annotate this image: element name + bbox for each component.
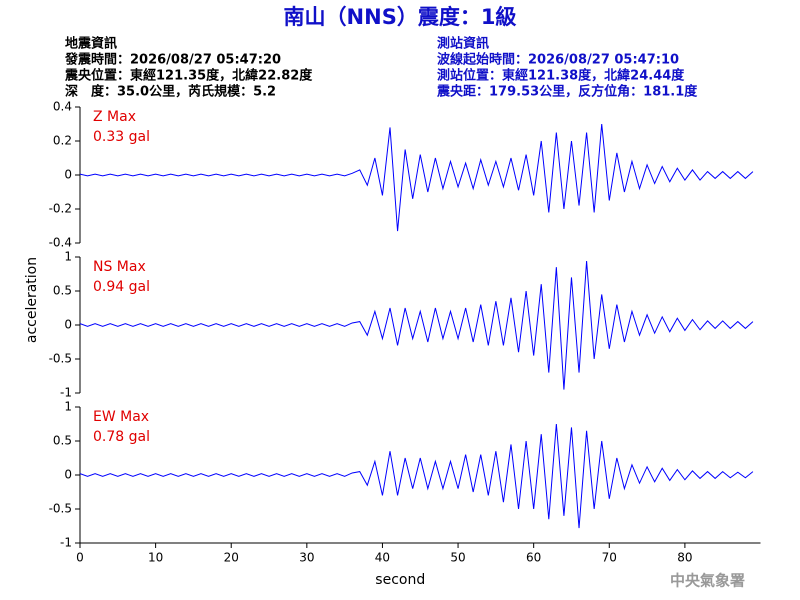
y-tick-label: 1 [64,250,72,264]
x-tick-label: 80 [677,551,692,565]
x-tick-label: 60 [526,551,541,565]
y-tick-label: 1 [64,400,72,414]
waveform [79,261,754,390]
annotation: Z Max [93,109,136,125]
info-left: 地震資訊 [65,36,117,52]
y-tick-label: -0.4 [49,236,72,250]
y-tick-label: -1 [60,536,72,550]
x-tick-label: 10 [148,551,163,565]
y-tick-label: -0.5 [49,502,72,516]
info-right: 波線起始時間：2026/08/27 05:47:10 [437,52,679,68]
annotation: EW Max [93,409,149,425]
y-tick-label: -1 [60,386,72,400]
watermark: 中央氣象署 [670,572,745,590]
y-tick-label: 0.2 [53,134,72,148]
y-tick-label: 0 [64,318,72,332]
y-tick-label: 0 [64,168,72,182]
info-right: 震央距：179.53公里，反方位角：181.1度 [436,84,698,100]
info-right: 測站位置：東經121.38度，北緯24.44度 [437,68,685,84]
chart-title: 南山（NNS）震度：1級 [284,5,517,29]
x-tick-label: 30 [299,551,314,565]
x-tick-label: 20 [224,551,239,565]
y-tick-label: 0.5 [53,434,72,448]
info-right: 測站資訊 [437,36,489,52]
annotation: NS Max [93,259,146,275]
info-left: 深 度：35.0公里，芮氏規模：5.2 [65,84,276,100]
annotation: 0.94 gal [93,279,150,295]
y-tick-label: -0.5 [49,352,72,366]
x-tick-label: 40 [375,551,390,565]
x-tick-label: 0 [76,551,84,565]
annotation: 0.33 gal [93,129,150,145]
y-tick-label: 0.4 [53,100,72,114]
annotation: 0.78 gal [93,429,150,445]
y-axis-label: acceleration [24,257,40,343]
x-tick-label: 50 [450,551,465,565]
info-left: 發震時間：2026/08/27 05:47:20 [64,52,281,68]
waveform [79,423,754,529]
y-tick-label: 0.5 [53,284,72,298]
x-tick-label: 70 [602,551,617,565]
waveform [79,123,754,232]
y-tick-label: 0 [64,468,72,482]
info-left: 震央位置：東經121.35度，北緯22.82度 [64,68,313,84]
x-axis-label: second [375,572,425,588]
y-tick-label: -0.2 [49,202,72,216]
